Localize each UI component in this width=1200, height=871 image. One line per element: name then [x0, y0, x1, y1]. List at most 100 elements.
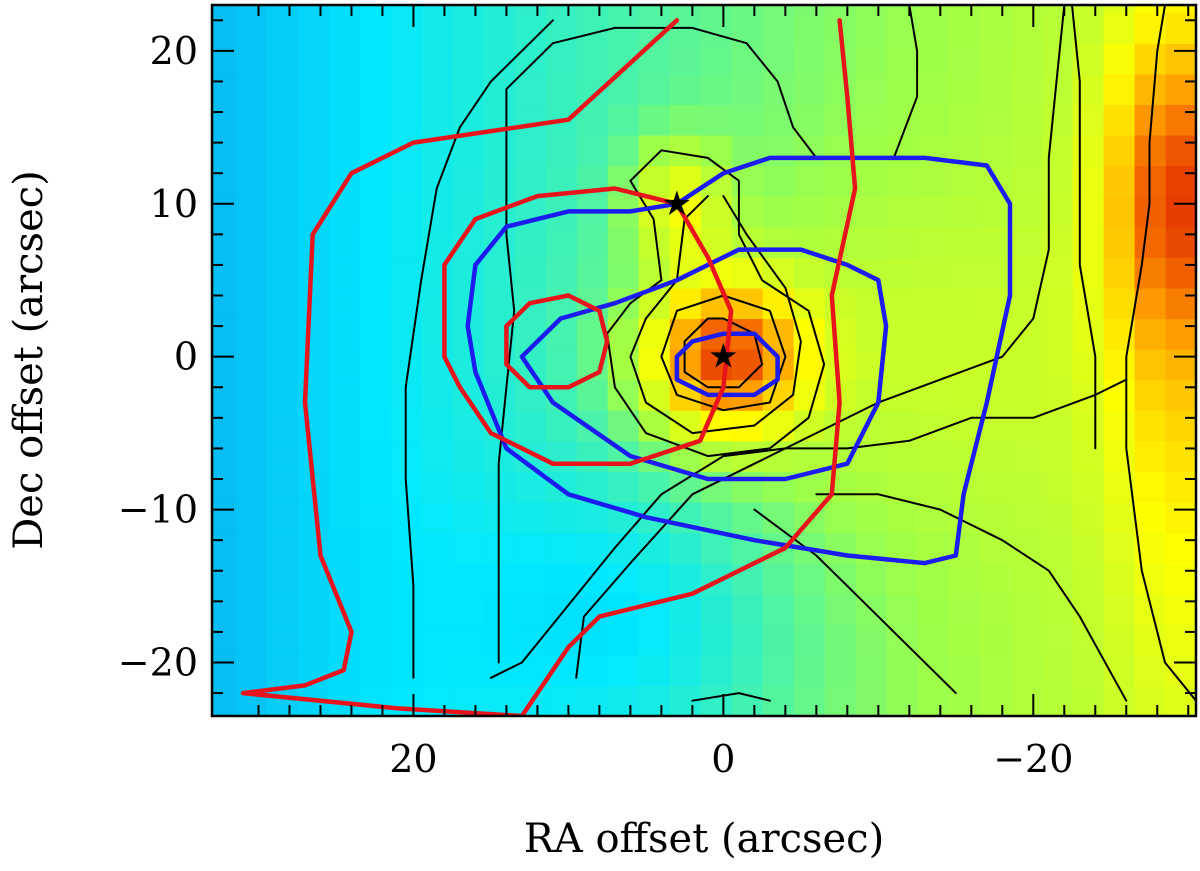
heatmap-cell: [266, 440, 298, 472]
heatmap-cell: [669, 563, 701, 595]
heatmap-cell: [917, 563, 949, 595]
heatmap-cell: [731, 12, 763, 44]
heatmap-cell: [212, 593, 236, 625]
heatmap-cell: [235, 226, 267, 258]
heatmap-cell: [979, 12, 1011, 44]
heatmap-cell: [1134, 226, 1166, 258]
heatmap-cell: [1134, 349, 1166, 381]
heatmap-cell: [948, 104, 980, 136]
heatmap-cell: [793, 104, 825, 136]
heatmap-cell: [1072, 593, 1104, 625]
heatmap-cell: [1134, 624, 1166, 656]
heatmap-cell: [545, 501, 577, 534]
heatmap-cell: [793, 12, 825, 44]
heatmap-cell: [793, 43, 825, 75]
heatmap-cell: [235, 12, 267, 44]
heatmap-cell: [1134, 379, 1166, 411]
heatmap-cell: [700, 5, 732, 14]
heatmap-cell: [421, 5, 453, 14]
heatmap-cell: [1010, 410, 1042, 442]
heatmap-cell: [514, 5, 546, 14]
heatmap-cell: [1010, 440, 1042, 472]
heatmap-cell: [886, 379, 918, 411]
heatmap-cell: [979, 73, 1011, 105]
heatmap-cell: [638, 654, 670, 687]
heatmap-cell: [917, 349, 949, 381]
red-contour: [240, 18, 858, 716]
heatmap-cell: [824, 532, 856, 564]
heatmap-cell: [731, 624, 763, 656]
heatmap-cell: [948, 43, 980, 75]
heatmap-cell: [1165, 379, 1196, 411]
heatmap-cell: [421, 654, 453, 687]
heatmap-cell: [1010, 318, 1042, 350]
heatmap-cell: [328, 349, 360, 381]
heatmap-cell: [1010, 349, 1042, 381]
heatmap-cell: [328, 501, 360, 534]
heatmap-cell: [1134, 471, 1166, 503]
heatmap-cell: [731, 104, 763, 136]
heatmap-cell: [1103, 165, 1135, 197]
heatmap-cell: [266, 410, 298, 442]
blue-contours: [465, 155, 1013, 566]
heatmap-cell: [421, 593, 453, 625]
heatmap-cell: [328, 5, 360, 14]
heatmap-cell: [297, 12, 329, 44]
heatmap-cell: [266, 5, 298, 14]
heatmap-cell: [212, 410, 236, 442]
heatmap-cell: [700, 134, 732, 167]
heatmap-cell: [886, 501, 918, 534]
heatmap-cell: [917, 196, 949, 228]
heatmap-cell: [669, 43, 701, 75]
heatmap-cell: [390, 73, 422, 105]
heatmap-cell: [948, 379, 980, 411]
heatmap-cell: [607, 685, 639, 716]
heatmap-cell: [762, 593, 794, 625]
heatmap-cell: [1072, 501, 1104, 534]
heatmap-cell: [266, 73, 298, 105]
heatmap-cell: [390, 5, 422, 14]
heatmap-cell: [452, 12, 484, 44]
heatmap-cell: [514, 410, 546, 442]
heatmap-cell: [545, 226, 577, 258]
heatmap-cell: [328, 226, 360, 258]
heatmap-cell: [235, 257, 267, 289]
heatmap-cell: [235, 43, 267, 75]
heatmap-cell: [855, 12, 887, 44]
heatmap-cell: [1165, 410, 1196, 442]
heatmap-cell: [421, 501, 453, 534]
heatmap-cell: [1134, 501, 1166, 534]
heatmap-cell: [1165, 624, 1196, 656]
heatmap-cell: [1041, 165, 1073, 197]
heatmap-cell: [421, 12, 453, 44]
heatmap-cell: [545, 5, 577, 14]
heatmap-cell: [1134, 410, 1166, 442]
x-axis-title: RA offset (arcsec): [524, 816, 884, 862]
heatmap-cell: [607, 654, 639, 687]
heatmap-cell: [669, 104, 701, 136]
heatmap-cell: [514, 134, 546, 167]
heatmap-cell: [731, 471, 763, 503]
heatmap-cell: [359, 501, 391, 534]
heatmap-cell: [762, 73, 794, 105]
heatmap-cell: [1165, 471, 1196, 503]
heatmap-cell: [266, 196, 298, 228]
heatmap-cell: [235, 104, 267, 136]
heatmap-cell: [328, 318, 360, 350]
heatmap-cell: [1010, 134, 1042, 167]
heatmap-cell: [235, 532, 267, 564]
heatmap-cell: [917, 501, 949, 534]
heatmap-cell: [421, 287, 453, 320]
heatmap-cell: [235, 196, 267, 228]
heatmap-cell: [1041, 134, 1073, 167]
heatmap-cell: [700, 12, 732, 44]
blue-contour: [465, 155, 1013, 566]
heatmap-cell: [576, 532, 608, 564]
heatmap-cell: [855, 134, 887, 167]
heatmap-cell: [762, 563, 794, 595]
heatmap-cell: [979, 471, 1011, 503]
heatmap-cell: [452, 5, 484, 14]
heatmap-cell: [979, 104, 1011, 136]
heatmap-cell: [266, 257, 298, 289]
heatmap-cell: [359, 654, 391, 687]
